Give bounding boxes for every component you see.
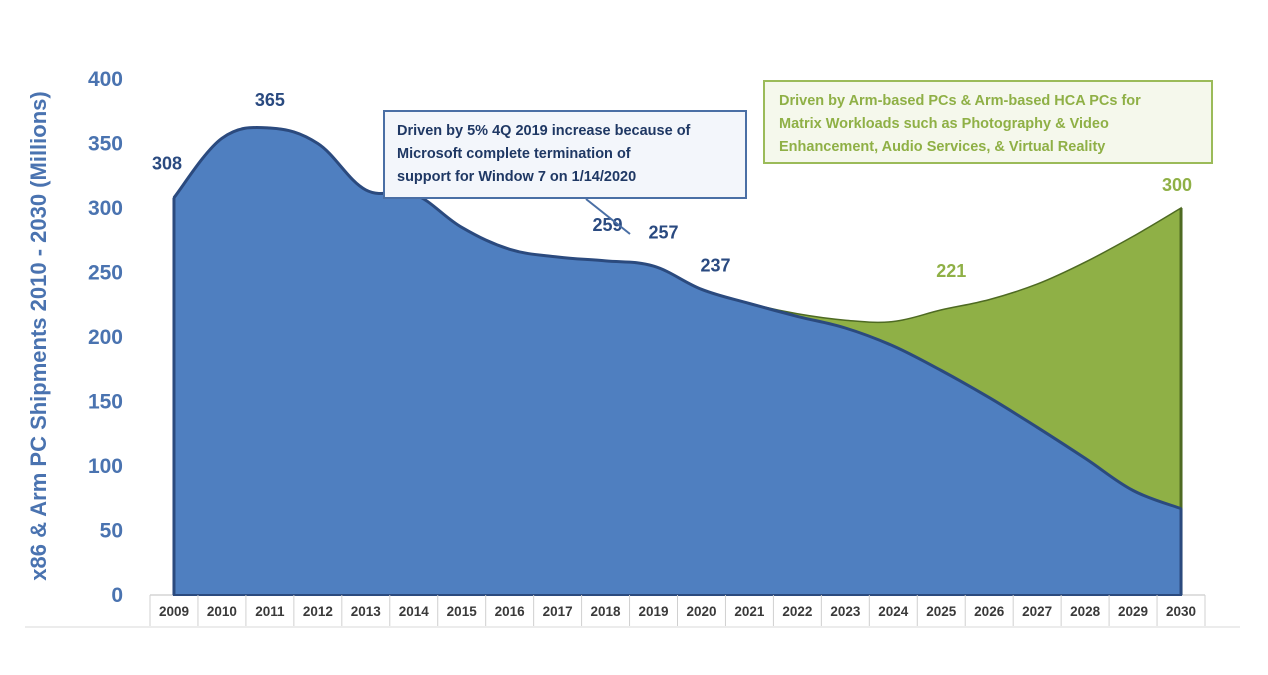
x-tick-label: 2020 bbox=[686, 604, 716, 619]
y-tick-label: 300 bbox=[88, 197, 123, 220]
y-tick-label: 50 bbox=[100, 520, 123, 543]
x-tick-label: 2010 bbox=[207, 604, 237, 619]
x-tick-label: 2011 bbox=[255, 604, 285, 619]
x-tick-label: 2016 bbox=[495, 604, 526, 619]
x-tick-label: 2023 bbox=[830, 604, 861, 619]
data-label: 365 bbox=[255, 90, 285, 110]
x-tick-label: 2025 bbox=[926, 604, 957, 619]
x-tick-label: 2014 bbox=[399, 604, 430, 619]
data-label: 237 bbox=[700, 255, 730, 275]
callout-line: Microsoft complete termination of bbox=[397, 146, 631, 162]
x-tick-label: 2012 bbox=[303, 604, 333, 619]
series-line-x86 bbox=[172, 125, 1182, 511]
windows7-callout: Driven by 5% 4Q 2019 increase because of… bbox=[383, 110, 747, 199]
y-tick-label: 250 bbox=[88, 262, 123, 285]
x-tick-label: 2009 bbox=[159, 604, 189, 619]
callout-line: Driven by Arm-based PCs & Arm-based HCA … bbox=[779, 93, 1141, 109]
x-tick-label: 2028 bbox=[1070, 604, 1101, 619]
x-tick-label: 2015 bbox=[447, 604, 478, 619]
callout-line: Matrix Workloads such as Photography & V… bbox=[779, 116, 1109, 132]
x-tick-label: 2030 bbox=[1166, 604, 1196, 619]
data-label: 259 bbox=[593, 215, 623, 235]
callout-line: support for Window 7 on 1/14/2020 bbox=[397, 169, 637, 185]
callout-leader bbox=[585, 198, 631, 235]
callout-line: Driven by 5% 4Q 2019 increase because of bbox=[397, 123, 691, 139]
arm-callout: Driven by Arm-based PCs & Arm-based HCA … bbox=[763, 80, 1213, 164]
data-labels: 308 365 259 257 237 221 300 bbox=[152, 90, 1192, 281]
x-tick-label: 2026 bbox=[974, 604, 1005, 619]
y-axis-ticks: 0 50 100 150 200 250 300 350 400 bbox=[88, 68, 123, 607]
x-tick-label: 2021 bbox=[734, 604, 765, 619]
x-tick-label: 2017 bbox=[543, 604, 573, 619]
y-tick-label: 200 bbox=[88, 326, 123, 349]
data-label: 308 bbox=[152, 154, 182, 174]
x-tick-label: 2013 bbox=[351, 604, 382, 619]
y-tick-label: 0 bbox=[111, 584, 123, 607]
series-layer bbox=[172, 125, 1183, 596]
data-label: 221 bbox=[936, 261, 966, 281]
y-axis-title: x86 & Arm PC Shipments 2010 - 2030 (Mill… bbox=[26, 91, 51, 581]
x-tick-label: 2018 bbox=[591, 604, 622, 619]
x-axis-ticks: 2009 2010 2011 2012 2013 2014 2015 2016 2017 2018… bbox=[149, 595, 1206, 626]
data-label: 257 bbox=[648, 222, 678, 242]
y-tick-label: 150 bbox=[88, 391, 123, 414]
y-tick-label: 350 bbox=[88, 133, 123, 156]
x-tick-label: 2027 bbox=[1022, 604, 1052, 619]
data-label: 300 bbox=[1162, 175, 1192, 195]
x-tick-label: 2019 bbox=[638, 604, 668, 619]
callout-line: Enhancement, Audio Services, & Virtual R… bbox=[779, 139, 1106, 155]
y-tick-label: 100 bbox=[88, 455, 123, 478]
x-tick-label: 2024 bbox=[878, 604, 909, 619]
x-tick-label: 2029 bbox=[1118, 604, 1148, 619]
y-tick-label: 400 bbox=[88, 68, 123, 91]
x-tick-label: 2022 bbox=[782, 604, 812, 619]
callout-leader-line bbox=[585, 198, 631, 235]
